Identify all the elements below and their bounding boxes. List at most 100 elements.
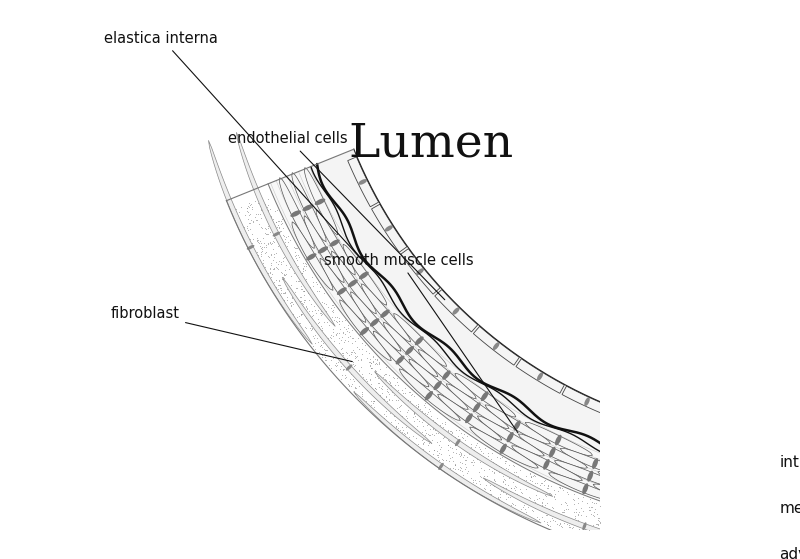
Polygon shape	[320, 258, 366, 323]
Polygon shape	[446, 384, 509, 428]
Polygon shape	[434, 290, 478, 332]
Ellipse shape	[396, 356, 405, 364]
Polygon shape	[340, 300, 391, 361]
Ellipse shape	[306, 253, 317, 260]
Ellipse shape	[549, 447, 556, 458]
Polygon shape	[292, 173, 326, 241]
Polygon shape	[485, 405, 550, 444]
Polygon shape	[549, 473, 623, 503]
Ellipse shape	[686, 430, 690, 440]
Text: intima: intima	[779, 455, 800, 470]
Polygon shape	[680, 508, 758, 521]
Ellipse shape	[434, 381, 442, 390]
Polygon shape	[560, 448, 631, 477]
Polygon shape	[348, 157, 378, 207]
Ellipse shape	[582, 484, 588, 494]
Ellipse shape	[360, 327, 369, 335]
Ellipse shape	[631, 479, 637, 490]
Ellipse shape	[582, 522, 586, 530]
Ellipse shape	[718, 496, 723, 508]
Ellipse shape	[555, 435, 562, 446]
Ellipse shape	[592, 458, 598, 469]
Ellipse shape	[628, 491, 634, 503]
Ellipse shape	[455, 439, 461, 446]
Polygon shape	[362, 284, 410, 342]
Polygon shape	[394, 314, 446, 366]
Polygon shape	[512, 446, 582, 481]
Polygon shape	[602, 458, 674, 481]
Polygon shape	[715, 435, 766, 450]
Polygon shape	[516, 359, 564, 394]
Ellipse shape	[337, 287, 346, 295]
Polygon shape	[332, 251, 376, 314]
Ellipse shape	[634, 417, 639, 426]
Ellipse shape	[358, 179, 367, 184]
Text: adventitia: adventitia	[779, 547, 800, 559]
Ellipse shape	[481, 391, 489, 401]
Ellipse shape	[719, 483, 725, 494]
Ellipse shape	[493, 342, 499, 350]
Ellipse shape	[465, 413, 473, 423]
Polygon shape	[354, 392, 541, 523]
Polygon shape	[483, 478, 694, 555]
Ellipse shape	[438, 463, 444, 470]
Ellipse shape	[425, 391, 433, 400]
Polygon shape	[374, 372, 553, 496]
Polygon shape	[279, 178, 314, 248]
Ellipse shape	[716, 510, 722, 521]
Polygon shape	[470, 427, 538, 468]
Polygon shape	[611, 408, 662, 433]
Polygon shape	[316, 210, 355, 275]
Ellipse shape	[348, 280, 358, 287]
Text: smooth muscle cells: smooth muscle cells	[325, 253, 518, 433]
Polygon shape	[438, 394, 502, 440]
Polygon shape	[343, 244, 386, 305]
Polygon shape	[638, 491, 714, 509]
Ellipse shape	[273, 232, 280, 236]
Polygon shape	[374, 331, 429, 387]
Polygon shape	[226, 184, 766, 559]
Polygon shape	[209, 140, 312, 344]
Ellipse shape	[405, 346, 414, 355]
Ellipse shape	[676, 482, 681, 494]
Polygon shape	[562, 386, 612, 416]
Polygon shape	[304, 216, 344, 283]
Ellipse shape	[318, 247, 328, 254]
Ellipse shape	[246, 245, 254, 250]
Polygon shape	[383, 323, 438, 377]
Polygon shape	[455, 373, 516, 417]
Ellipse shape	[514, 420, 521, 430]
Polygon shape	[642, 479, 716, 496]
Polygon shape	[409, 359, 468, 409]
Ellipse shape	[370, 318, 379, 326]
Polygon shape	[634, 504, 712, 523]
Polygon shape	[518, 434, 587, 468]
Polygon shape	[268, 166, 767, 532]
Polygon shape	[474, 326, 519, 365]
Ellipse shape	[359, 272, 369, 280]
Ellipse shape	[635, 466, 641, 477]
Ellipse shape	[302, 205, 313, 211]
Ellipse shape	[290, 210, 301, 217]
Polygon shape	[682, 495, 758, 508]
Ellipse shape	[473, 402, 481, 412]
Ellipse shape	[314, 198, 326, 205]
Polygon shape	[418, 349, 476, 399]
Ellipse shape	[452, 307, 460, 315]
Ellipse shape	[584, 397, 590, 406]
Ellipse shape	[500, 444, 507, 454]
Ellipse shape	[330, 239, 340, 247]
Ellipse shape	[385, 225, 393, 231]
Text: elastica interna: elastica interna	[105, 31, 360, 258]
Ellipse shape	[738, 439, 743, 448]
Polygon shape	[685, 481, 759, 494]
Text: media: media	[779, 501, 800, 516]
Polygon shape	[292, 222, 333, 290]
Polygon shape	[478, 416, 544, 456]
Ellipse shape	[587, 471, 594, 482]
Ellipse shape	[416, 268, 424, 275]
Polygon shape	[282, 277, 432, 443]
Polygon shape	[236, 132, 335, 326]
Ellipse shape	[537, 372, 543, 381]
Ellipse shape	[670, 509, 675, 520]
